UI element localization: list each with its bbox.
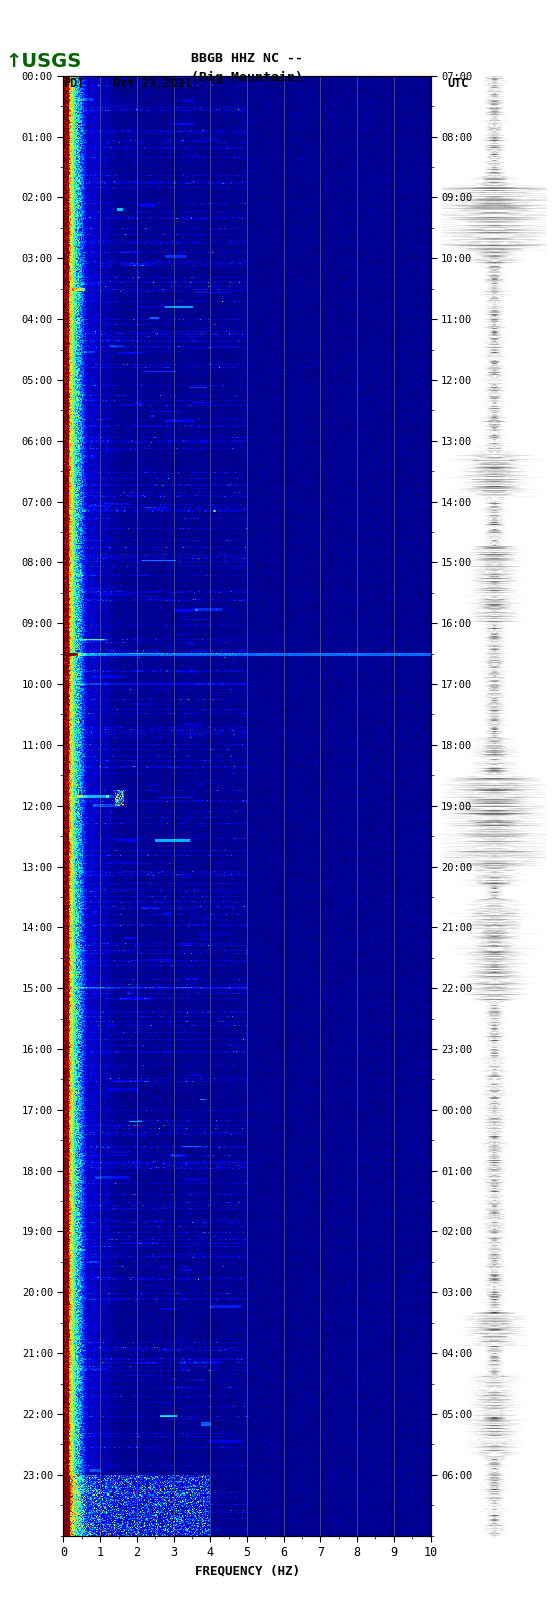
Text: ↑USGS: ↑USGS [6,52,82,71]
X-axis label: FREQUENCY (HZ): FREQUENCY (HZ) [194,1565,300,1578]
Text: Oct 23,2021: Oct 23,2021 [113,77,192,90]
Text: (Big Mountain): (Big Mountain) [191,71,303,84]
Text: PDT: PDT [63,77,85,90]
Text: UTC: UTC [447,77,469,90]
Text: BBGB HHZ NC --: BBGB HHZ NC -- [191,52,303,65]
